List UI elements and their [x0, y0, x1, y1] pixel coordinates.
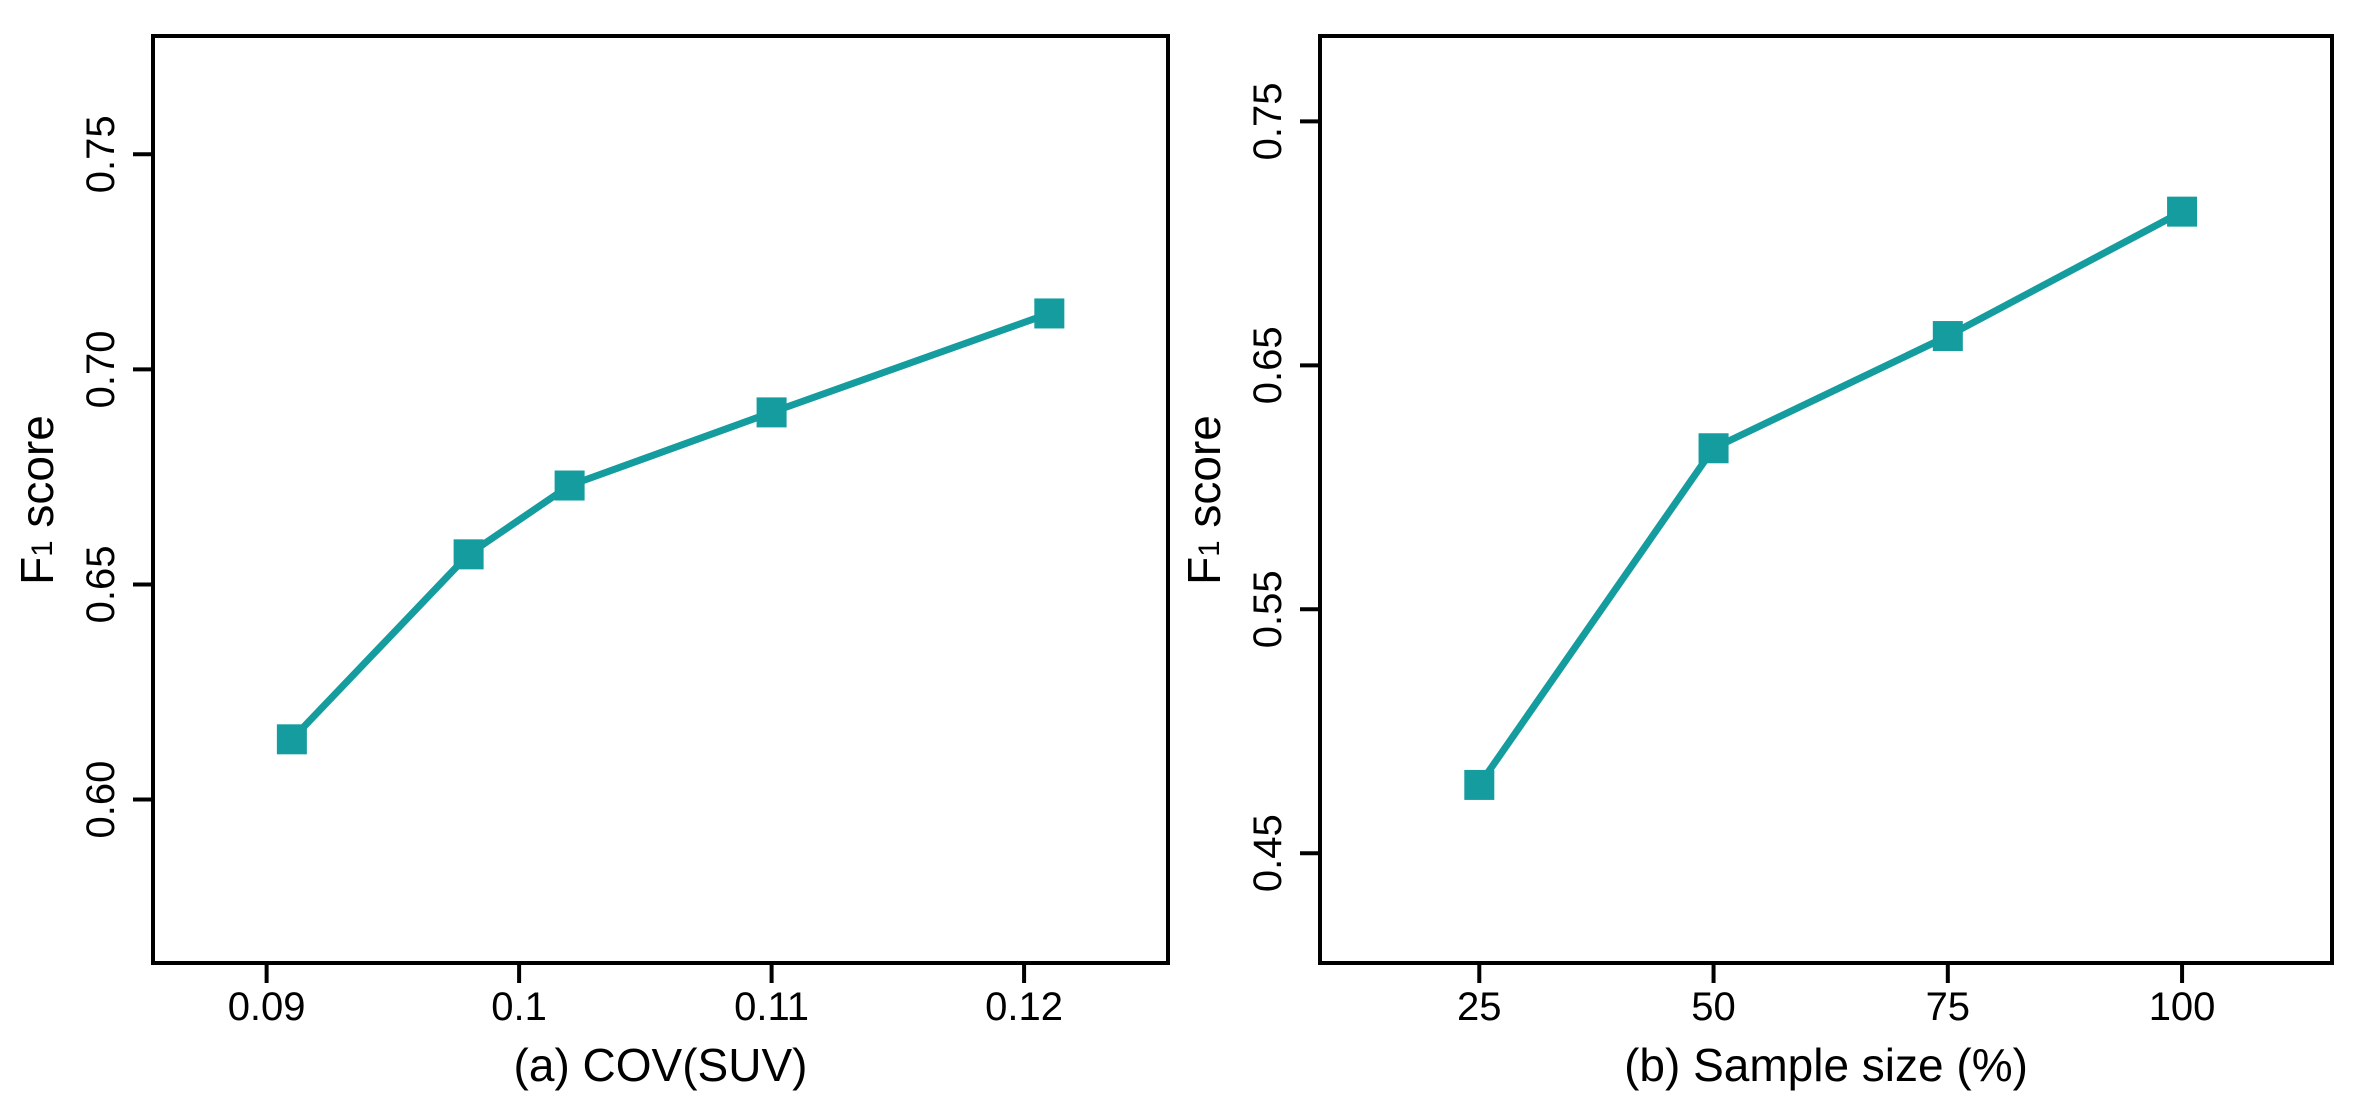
- y-tick-label: 0.75: [1246, 82, 1290, 160]
- data-point: [756, 397, 787, 428]
- data-point: [1464, 769, 1495, 800]
- plot-box: [1318, 34, 2334, 965]
- ylabel-a-rest: score: [11, 415, 63, 541]
- y-tick-label: 0.75: [79, 115, 123, 193]
- ylabel-a-base: F: [11, 556, 63, 585]
- panel-a-plot: 0.09 0.1 0.11 0.12 0.60 0.65 0.70 0.75: [79, 34, 1170, 1029]
- y-tick-label: 0.55: [1246, 570, 1290, 648]
- x-axis-label-b: (b) Sample size (%): [1624, 1039, 2028, 1091]
- data-point: [1698, 433, 1729, 464]
- y-tick-label: 0.45: [1246, 814, 1290, 892]
- y-tick-label: 0.70: [79, 330, 123, 408]
- y-tick-label: 0.65: [79, 546, 123, 624]
- data-point: [276, 724, 307, 755]
- x-tick-label: 50: [1691, 985, 1736, 1029]
- data-line: [1475, 208, 2186, 789]
- x-tick-label: 0.11: [734, 985, 809, 1029]
- data-point: [554, 470, 585, 501]
- ylabel-b-rest: score: [1178, 415, 1230, 541]
- x-tick-label: 25: [1457, 985, 1502, 1029]
- x-tick-label: 75: [1926, 985, 1971, 1029]
- panel-b-plot: 25 50 75 100 0.45 0.55 0.65 0.75: [1246, 34, 2334, 1029]
- data-line: [288, 309, 1053, 743]
- ylabel-b-base: F: [1178, 556, 1230, 585]
- y-tick-label: 0.65: [1246, 326, 1290, 404]
- x-tick-label: 0.1: [491, 985, 547, 1029]
- data-point: [1932, 321, 1963, 352]
- x-axis-label-a: (a) COV(SUV): [513, 1039, 808, 1091]
- data-point: [1034, 298, 1065, 329]
- x-tick-label: 100: [2149, 985, 2216, 1029]
- data-point: [453, 539, 484, 570]
- y-tick-label: 0.60: [79, 761, 123, 839]
- x-tick-label: 0.09: [228, 985, 306, 1029]
- data-point: [2167, 196, 2198, 227]
- plot-box: [151, 34, 1170, 965]
- x-tick-label: 0.12: [985, 985, 1063, 1029]
